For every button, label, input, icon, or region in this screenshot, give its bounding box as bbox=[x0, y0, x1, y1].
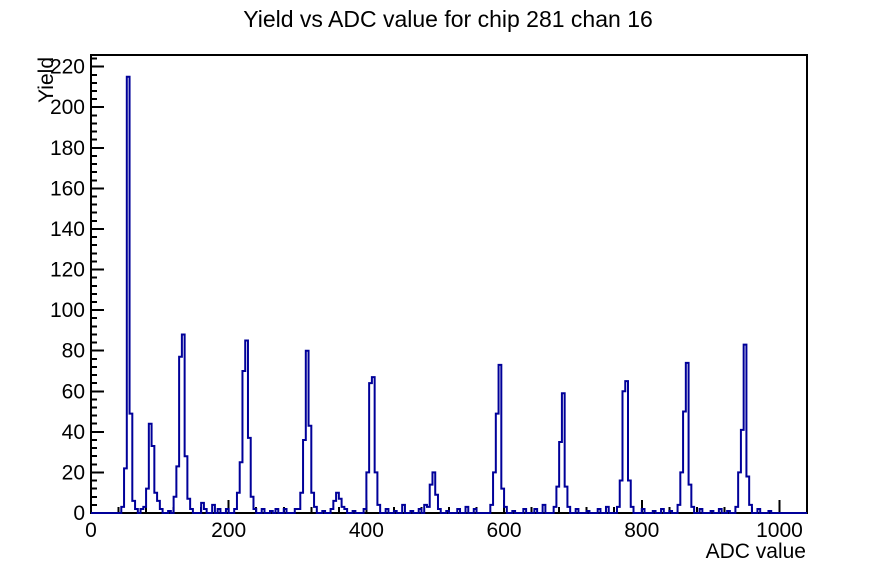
x-axis-tick-label: 600 bbox=[487, 519, 522, 542]
y-axis-tick-label: 80 bbox=[62, 340, 85, 363]
x-axis-tick-label: 400 bbox=[349, 519, 384, 542]
y-axis-tick-label: 200 bbox=[50, 96, 85, 119]
y-axis-tick-label: 20 bbox=[62, 461, 85, 484]
y-axis-tick-label: 140 bbox=[50, 218, 85, 241]
y-axis-tick-label: 0 bbox=[73, 502, 85, 525]
y-axis-title: Yield bbox=[35, 57, 58, 103]
y-axis-tick-label: 60 bbox=[62, 380, 85, 403]
x-axis-tick-label: 0 bbox=[85, 519, 97, 542]
y-axis-tick-label: 180 bbox=[50, 137, 85, 160]
y-axis-tick-label: 40 bbox=[62, 421, 85, 444]
x-axis-title: ADC value bbox=[706, 540, 806, 563]
plot-frame bbox=[90, 54, 808, 514]
y-axis-tick-label: 100 bbox=[50, 299, 85, 322]
chart-title: Yield vs ADC value for chip 281 chan 16 bbox=[243, 6, 653, 32]
histogram-line bbox=[91, 75, 807, 514]
x-axis-tick-label: 200 bbox=[211, 519, 246, 542]
y-axis-tick-label: 120 bbox=[50, 259, 85, 282]
y-axis-tick-label: 160 bbox=[50, 177, 85, 200]
x-axis-tick-label: 800 bbox=[624, 519, 659, 542]
y-axis-tick-label: 220 bbox=[50, 56, 85, 79]
x-axis-tick-label: 1000 bbox=[756, 519, 803, 542]
